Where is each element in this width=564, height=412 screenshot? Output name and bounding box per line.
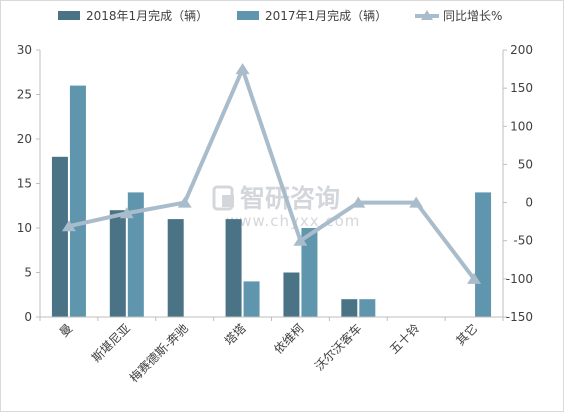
growth-line <box>68 67 476 281</box>
bar-s1-0 <box>51 156 68 317</box>
x-tick-label-4: 依维柯 <box>270 321 306 357</box>
growth-line-layer <box>61 63 482 284</box>
bar-s2-3 <box>243 281 260 317</box>
legend: 2018年1月完成（辆） 2017年1月完成（辆） 同比增长% <box>58 8 502 23</box>
x-tick-label-7: 其它 <box>453 321 481 349</box>
y-right-tick-label-50: 50 <box>518 157 533 171</box>
y-right-tick-label-200: 200 <box>510 43 533 57</box>
legend-label-0: 2018年1月完成（辆） <box>86 8 208 23</box>
legend-label-2: 同比增长% <box>443 9 502 23</box>
bar-s2-1 <box>127 192 144 317</box>
growth-marker-5 <box>351 196 366 208</box>
bar-s1-1 <box>109 210 126 317</box>
y-right-tick-label-0: 0 <box>525 196 533 210</box>
bar-s1-5 <box>341 299 358 317</box>
growth-marker-7 <box>467 272 482 284</box>
y-right-tick-label--50: -50 <box>513 234 533 248</box>
x-tick-label-0: 曼 <box>57 321 75 339</box>
growth-marker-0 <box>61 220 76 232</box>
x-tick-label-6: 五十铃 <box>386 321 422 357</box>
legend-label-1: 2017年1月完成（辆） <box>265 8 387 23</box>
bar-s1-2 <box>167 219 184 317</box>
y-right-tick-label--100: -100 <box>506 272 533 286</box>
bar-s2-0 <box>69 85 86 317</box>
growth-marker-1 <box>119 207 134 219</box>
y-left-tick-label-25: 25 <box>17 88 32 102</box>
x-tick-label-3: 塔塔 <box>222 321 249 348</box>
watermark-logo-icon <box>212 185 234 211</box>
growth-marker-4 <box>293 234 308 246</box>
y-left-tick-label-15: 15 <box>17 177 32 191</box>
x-tick-label-5: 沃尔沃客车 <box>311 321 364 374</box>
y-right-tick-label-150: 150 <box>510 81 533 95</box>
bar-s2-4 <box>301 228 318 317</box>
legend-swatch-1 <box>237 11 259 20</box>
y-left-tick-label-10: 10 <box>17 221 32 235</box>
bar-s2-5 <box>359 299 376 317</box>
y-right-tick-label--150: -150 <box>506 310 533 324</box>
legend-swatch-0 <box>58 11 80 20</box>
growth-marker-6 <box>409 196 424 208</box>
bars-layer <box>51 85 492 317</box>
bar-s1-3 <box>225 219 242 317</box>
bar-s2-7 <box>475 192 492 317</box>
y-left-tick-label-5: 5 <box>24 266 32 280</box>
y-left-tick-label-0: 0 <box>24 310 32 324</box>
x-tick-label-2: 梅赛德斯-奔驰 <box>126 321 191 386</box>
y-left-tick-label-20: 20 <box>17 132 32 146</box>
x-tick-label-1: 斯堪尼亚 <box>89 321 133 365</box>
y-left-tick-label-30: 30 <box>17 43 32 57</box>
y-right-tick-label-100: 100 <box>510 119 533 133</box>
growth-marker-2 <box>177 196 192 208</box>
legend-marker-2 <box>421 10 433 20</box>
bar-s1-4 <box>283 272 300 317</box>
growth-marker-3 <box>235 63 250 75</box>
